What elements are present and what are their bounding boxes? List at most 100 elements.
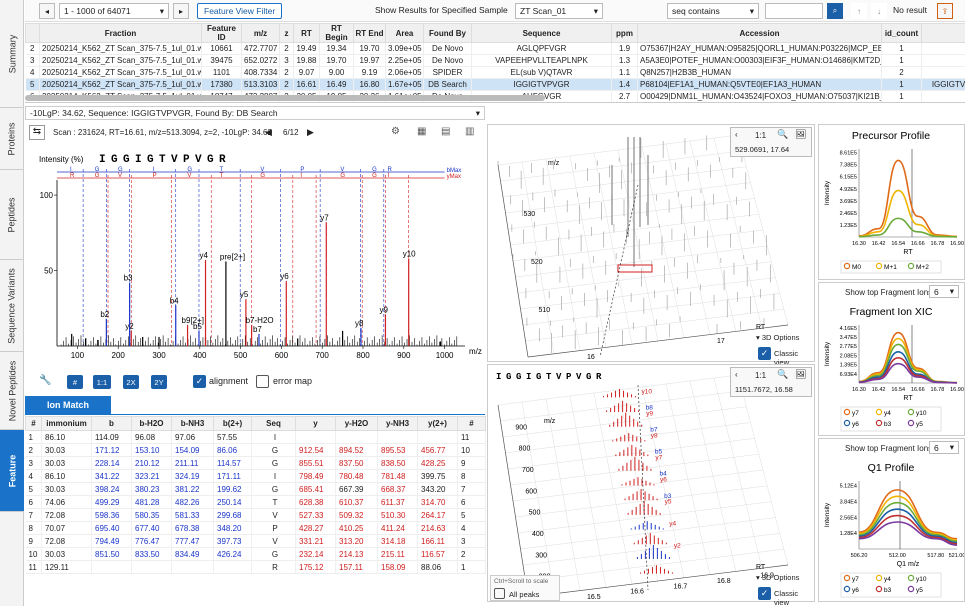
ion-col-header[interactable]: b [91, 416, 132, 431]
precursor-highlight[interactable] [617, 264, 653, 273]
results-col-header[interactable]: Sequence [471, 23, 612, 43]
all-peaks-checkbox[interactable] [494, 588, 505, 599]
error-map-checkbox[interactable] [256, 375, 269, 388]
ion-col-header[interactable]: b-NH3 [171, 416, 214, 431]
profile-series-line[interactable] [858, 159, 958, 238]
tab-novel-peptides[interactable]: Novel Peptides [0, 352, 24, 430]
results-col-header[interactable]: ppm [611, 23, 638, 43]
next-result-button[interactable]: ↓ [871, 3, 887, 19]
prev-page-button[interactable]: ◂ [39, 3, 55, 19]
ion-col-header[interactable]: y-H2O [335, 416, 378, 431]
results-col-header[interactable] [25, 23, 40, 43]
next-page-button[interactable]: ▸ [173, 3, 189, 19]
settings-icon[interactable]: ⚙ [391, 126, 400, 137]
chart-icon[interactable]: ▤ [441, 126, 451, 137]
zoom-icon[interactable]: 🔍 [777, 369, 789, 379]
3d-options-bottom[interactable]: ▾ 3D Options [756, 573, 799, 582]
tab-sequence-variants[interactable]: Sequence Variants [0, 260, 24, 352]
profile-series-line[interactable] [858, 521, 958, 546]
wrench-icon[interactable]: 🔧 [39, 375, 52, 386]
tab-proteins[interactable]: Proteins [0, 108, 24, 170]
results-col-header[interactable]: RT End [353, 23, 386, 43]
ion-col-header[interactable]: immonium [41, 416, 92, 431]
ms2-spectrum-chart[interactable]: Intensity (%) I G G I G T V P V G RIRGGGVIPGVTTVGPI… [25, 142, 485, 367]
table-row[interactable]: 4 20250214_K562_ZT Scan_375-7.5_1ul_01.wi… [25, 66, 965, 79]
zoom-icon[interactable]: 🔍 [777, 129, 789, 139]
tab-ion-match[interactable]: Ion Match [25, 396, 111, 414]
table-row[interactable]: 3 30.03 228.14 210.12 211.11 114.57 G 855.51 837… [25, 456, 486, 470]
chart-alt-icon[interactable]: ▥ [465, 126, 475, 137]
profile-series-line[interactable] [858, 514, 958, 545]
results-col-header[interactable]: RT Begin [319, 23, 354, 43]
profile-series-line[interactable] [858, 501, 958, 543]
swap-icon[interactable]: ⇆ [29, 125, 45, 140]
results-col-header[interactable]: Feature ID [201, 23, 242, 43]
feature-view-filter-button[interactable]: Feature View Filter [197, 3, 283, 19]
results-col-header[interactable] [921, 23, 965, 43]
ion-col-header[interactable]: # [25, 416, 42, 431]
search-input[interactable] [765, 3, 823, 19]
results-col-header[interactable]: Fraction [39, 23, 202, 43]
ms2-3d-canvas[interactable]: m/zRT90080070060050040030020016.416.516.… [488, 365, 814, 606]
tab-feature[interactable]: Feature [0, 430, 24, 512]
ratio-button[interactable]: 1:1 [93, 375, 111, 389]
table-row[interactable]: 1 86.10 114.09 96.08 97.06 57.55 I 11 [25, 430, 486, 444]
profile-series-line[interactable] [858, 489, 958, 540]
results-col-header[interactable]: z [279, 23, 294, 43]
ms1-3d-canvas[interactable]: m/z RT 530 520 510 16 17 [488, 125, 814, 361]
range-select[interactable]: 1 - 1000 of 64071 ▾ [59, 3, 169, 19]
table-row[interactable]: 4 86.10 341.22 323.21 324.19 171.11 I 798.49 780… [25, 469, 486, 483]
table-row[interactable]: 8 70.07 695.40 677.40 678.38 348.20 P 428.27 410… [25, 521, 486, 535]
fragment-ion-xic-chart[interactable]: Fragment Ion XIC 6.93E4 1.39E5 2.08E5 2.77E5… [819, 301, 964, 435]
sample-select[interactable]: ZT Scan_01 ▾ [515, 3, 603, 19]
chevron-left-icon[interactable]: ‹ [735, 130, 738, 139]
ms1-3d-view[interactable]: m/z RT 530 520 510 16 17 ‹ 1:1 🔍 🖼 529.0691, 1… [487, 124, 815, 367]
chevron-left-icon[interactable]: ‹ [735, 370, 738, 379]
ion-col-header[interactable]: y [295, 416, 336, 431]
table-row[interactable]: 6 74.06 499.29 481.28 482.26 250.14 T 628.38 610… [25, 495, 486, 509]
image-icon[interactable]: 🖼 [795, 129, 807, 139]
prev-scan-button[interactable]: ◀ [265, 127, 272, 137]
profile-series-line[interactable] [858, 362, 958, 384]
prev-result-button[interactable]: ↑ [851, 3, 867, 19]
q1-profile-chart[interactable]: Q1 Profile 1.28E4 2.56E4 3.84E4 5.12E4 Intens… [819, 457, 964, 601]
table-icon[interactable]: ▦ [417, 126, 427, 137]
ion-col-header[interactable]: Seq [251, 416, 296, 431]
table-row[interactable]: 7 72.08 598.36 580.35 581.33 299.68 V 527.33 509… [25, 508, 486, 522]
ion-col-header[interactable]: y(2+) [417, 416, 458, 431]
image-icon[interactable]: 🖼 [795, 369, 807, 379]
results-col-header[interactable]: Accession [637, 23, 882, 43]
export-button[interactable]: ⇪ [937, 3, 953, 19]
show-top-select[interactable]: 6 ▾ [929, 441, 959, 454]
results-col-header[interactable]: Area [385, 23, 424, 43]
results-col-header[interactable]: RT [293, 23, 320, 43]
zoom-2y-button[interactable]: 2Y [151, 375, 167, 389]
table-row[interactable]: 11 129.11 R 175.12 157.11 158.09 88.06 1 [25, 560, 486, 574]
next-scan-button[interactable]: ▶ [307, 127, 314, 137]
table-row[interactable]: 9 72.08 794.49 776.47 777.47 397.73 V 331.21 313… [25, 534, 486, 548]
results-col-header[interactable]: m/z [241, 23, 280, 43]
table-row[interactable]: 5 20250214_K562_ZT Scan_375-7.5_1ul_01.wi… [25, 78, 965, 91]
horizontal-scrollbar[interactable] [25, 95, 545, 101]
classic-view-checkbox-top[interactable]: ✓ [758, 347, 771, 360]
table-row[interactable]: 2 20250214_K562_ZT Scan_375-7.5_1ul_01.wi… [25, 42, 965, 55]
alignment-checkbox[interactable]: ✓ [193, 375, 206, 388]
ion-col-header[interactable]: y-NH3 [377, 416, 418, 431]
results-col-header[interactable]: Found By [423, 23, 472, 43]
tab-peptides[interactable]: Peptides [0, 170, 24, 260]
tab-summary[interactable]: Summary [0, 0, 24, 108]
table-row[interactable]: 10 30.03 851.50 833.50 834.49 426.24 G 232.14 21… [25, 547, 486, 561]
ion-col-header[interactable]: # [457, 416, 486, 431]
zoom-2x-button[interactable]: 2X [123, 375, 139, 389]
search-mode-select[interactable]: seq contains ▾ [667, 3, 759, 19]
table-row[interactable]: 3 20250214_K562_ZT Scan_375-7.5_1ul_01.wi… [25, 54, 965, 67]
ion-col-header[interactable]: b(2+) [213, 416, 252, 431]
show-top-select[interactable]: 6 ▾ [929, 285, 959, 298]
ms2-3d-view[interactable]: m/zRT90080070060050040030020016.416.516.… [487, 364, 815, 606]
peak-number-button[interactable]: # [67, 375, 83, 389]
3d-options-top[interactable]: ▾ 3D Options [756, 333, 799, 342]
search-button[interactable]: ⌕ [827, 3, 843, 19]
results-col-header[interactable]: id_count [881, 23, 922, 43]
table-row[interactable]: 2 30.03 171.12 153.10 154.09 86.06 G 912.54 894.… [25, 443, 486, 457]
precursor-profile-chart[interactable]: Precursor Profile 1.23E5 2.46E5 3.69E5 4.92E… [819, 125, 964, 279]
